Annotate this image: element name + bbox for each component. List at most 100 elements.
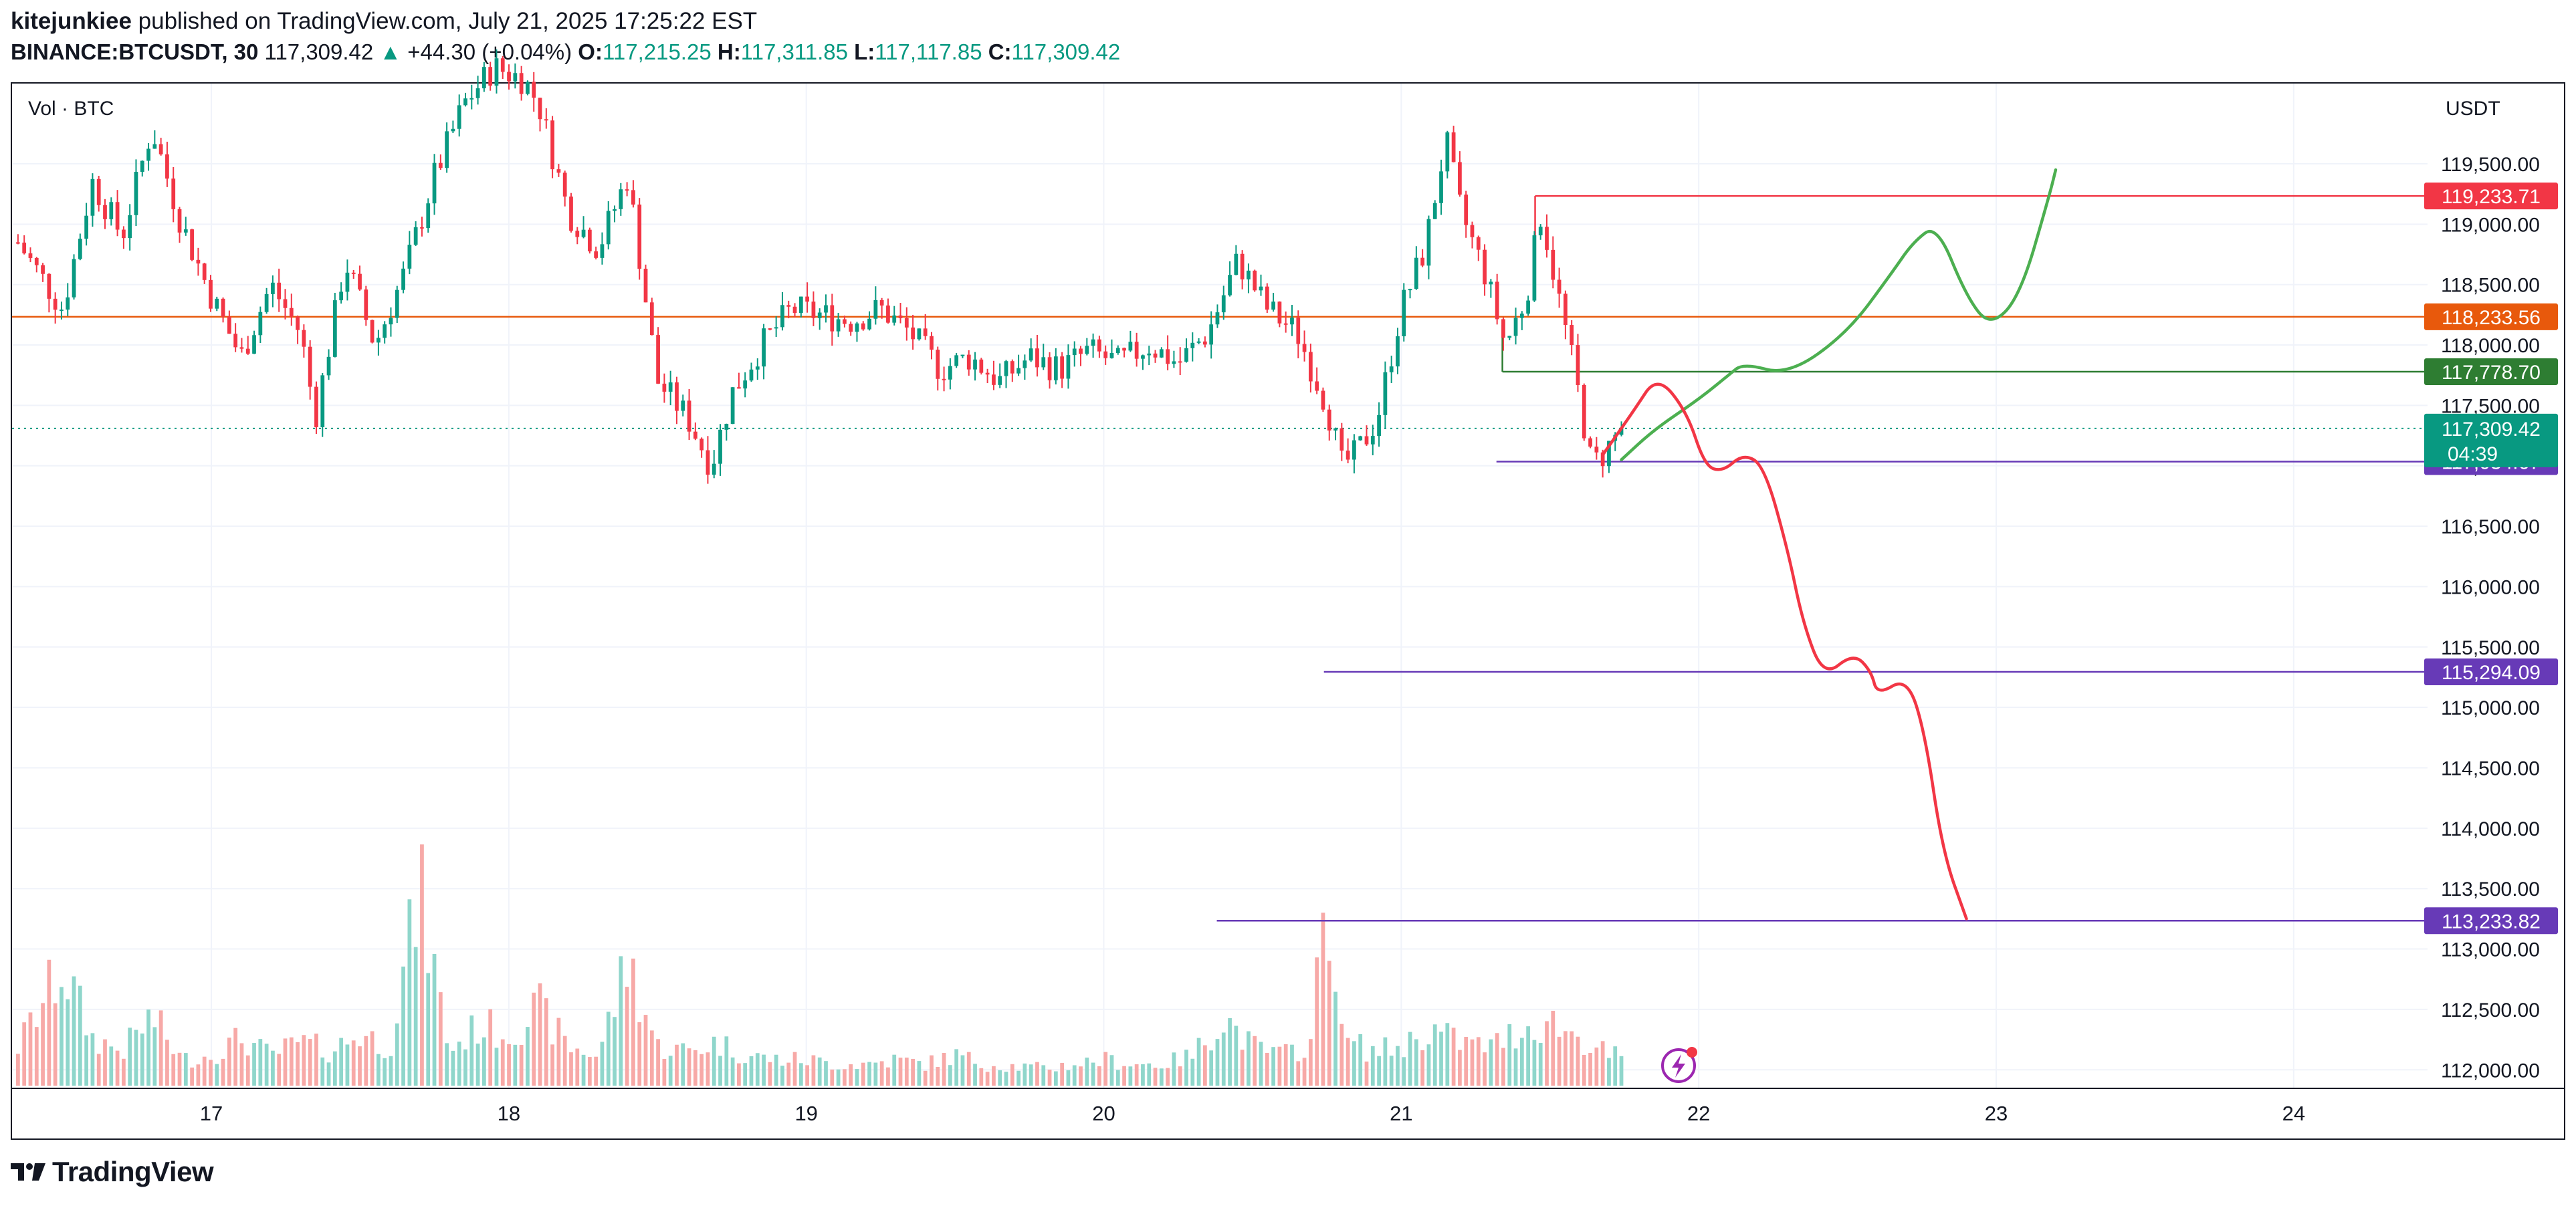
volume-bar [892, 1054, 897, 1086]
volume-bar [973, 1064, 977, 1086]
candle [1122, 348, 1126, 351]
volume-bar [768, 1062, 772, 1086]
candle [1426, 219, 1431, 266]
candle [1513, 318, 1518, 336]
candle [1582, 384, 1586, 439]
volume-bar [1439, 1032, 1443, 1086]
volume-bar [1538, 1042, 1543, 1086]
lightning-icon[interactable] [1661, 1047, 1697, 1083]
volume-bar [47, 959, 51, 1086]
candle [1184, 348, 1188, 362]
volume-bar [146, 1009, 150, 1086]
volume-bar [296, 1042, 300, 1086]
candle [1290, 318, 1294, 325]
y-tick-label: 116,000.00 [2441, 576, 2540, 598]
volume-bar [469, 1015, 474, 1086]
volume-bar [22, 1022, 27, 1086]
volume-bar [202, 1056, 207, 1086]
candle [1545, 227, 1549, 250]
candle [892, 315, 897, 323]
symbol-name[interactable]: BINANCE:BTCUSDT, 30 [11, 39, 259, 64]
bullish-scenario[interactable] [1620, 168, 2058, 461]
volume-bar [1115, 1070, 1120, 1086]
volume-bar [1060, 1062, 1065, 1086]
candle [1600, 452, 1605, 467]
candle [867, 318, 871, 330]
author-name[interactable]: kitejunkiee [11, 8, 132, 34]
volume-bar [1122, 1066, 1126, 1086]
volume-bar [140, 1033, 144, 1086]
candle [861, 323, 865, 330]
volume-bar [1588, 1052, 1592, 1086]
candle [842, 319, 847, 324]
volume-bar [532, 992, 536, 1086]
candle [786, 305, 791, 307]
candle [1495, 281, 1499, 320]
candle [1041, 357, 1046, 368]
x-tick-label: 23 [1985, 1102, 2008, 1125]
volume-bar [494, 1048, 499, 1086]
volume-bar [842, 1069, 847, 1086]
candle [625, 189, 629, 191]
bearish-scenario[interactable] [1602, 382, 1968, 921]
x-tick-label: 17 [200, 1102, 223, 1125]
volume-bar [613, 1017, 617, 1086]
volume-bar [1402, 1057, 1406, 1086]
candle [930, 336, 934, 350]
volume-bar [619, 956, 623, 1086]
candle [1271, 302, 1275, 310]
volume-bar [886, 1067, 890, 1086]
candle [16, 242, 20, 244]
candle [1476, 237, 1481, 250]
candle [326, 356, 331, 376]
volume-bar [245, 1055, 250, 1086]
volume-bar [432, 953, 437, 1086]
volume-bar [992, 1066, 996, 1086]
candle [395, 289, 399, 318]
volume-bar [152, 1027, 157, 1086]
volume-bar [1321, 913, 1325, 1086]
volume-bar [513, 1044, 518, 1086]
volume-bar [1333, 991, 1337, 1086]
volume-bar [289, 1037, 294, 1086]
volume-bar [1389, 1056, 1394, 1086]
volume-bar [209, 1060, 213, 1086]
volume-bar [1202, 1045, 1207, 1086]
volume-bar [1097, 1066, 1101, 1086]
volume-bar [1265, 1052, 1269, 1086]
volume-bar [426, 973, 431, 1086]
volume-bar [190, 1067, 194, 1086]
volume-bar [1134, 1064, 1139, 1086]
candle [339, 291, 344, 301]
volume-bar [475, 1044, 480, 1086]
volume-bar [904, 1057, 909, 1086]
candle [420, 227, 424, 229]
high-value: 117,311.85 [740, 39, 848, 64]
volume-bar [1594, 1047, 1599, 1086]
candle [979, 359, 984, 373]
candle [798, 296, 803, 314]
volume-bar [526, 1027, 530, 1086]
volume-bar [413, 947, 418, 1086]
tradingview-brand[interactable]: TradingView [52, 1156, 214, 1187]
volume-bar [998, 1070, 1002, 1086]
volume-bar [1545, 1021, 1549, 1086]
volume-bar [581, 1054, 586, 1086]
candle [401, 268, 405, 290]
candle [1432, 203, 1437, 219]
countdown-label: 04:39 [2448, 443, 2498, 465]
volume-bar [1010, 1064, 1014, 1086]
candle [1215, 312, 1220, 325]
candle [1396, 336, 1400, 367]
volume-bar [109, 1046, 114, 1086]
volume-bar [1507, 1024, 1512, 1086]
candle [469, 98, 474, 100]
volume-bar [1551, 1011, 1555, 1086]
currency-label[interactable]: USDT [2446, 98, 2500, 120]
volume-bar [700, 1054, 704, 1086]
candle [277, 282, 282, 299]
volume-bar [718, 1056, 722, 1086]
volume-bar [1221, 1032, 1226, 1086]
volume-bar [762, 1054, 766, 1086]
